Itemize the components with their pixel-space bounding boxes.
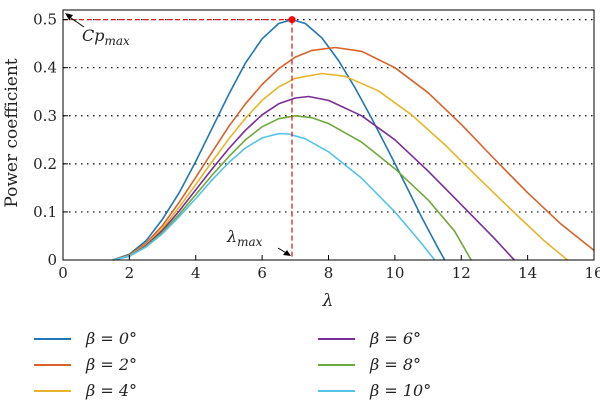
cpmax-arrow-head (65, 13, 73, 20)
legend-label: β = 8° (369, 355, 421, 374)
series-layer (112, 18, 595, 261)
cpmax-label-sub: max (104, 34, 130, 48)
legend-item: β = 0° (34, 329, 137, 348)
x-tick-label: 6 (257, 264, 267, 282)
lambdamax-label-sub: max (237, 235, 263, 249)
x-tick-label: 4 (191, 264, 201, 282)
x-tick-label: 8 (324, 264, 334, 282)
series-line-4 (112, 115, 472, 261)
series-line-2 (112, 72, 569, 261)
x-tick-label: 12 (452, 264, 471, 282)
x-tick-label: 2 (125, 264, 135, 282)
x-axis-label: λ (322, 291, 334, 311)
y-axis-label: Power coefficient (2, 58, 22, 207)
y-tick-label: 0 (47, 251, 57, 269)
y-tick-label: 0.2 (33, 155, 57, 173)
legend-item: β = 4° (34, 381, 137, 400)
legend-item: β = 6° (318, 329, 421, 348)
legend-label: β = 4° (85, 381, 137, 400)
cpmax-label-main: Cp (82, 26, 104, 45)
legend-label: β = 6° (369, 329, 421, 348)
legend-item: β = 2° (34, 355, 137, 374)
lambdamax-arrow-head (282, 250, 291, 256)
legend-item: β = 10° (318, 381, 431, 400)
y-tick-label: 0.4 (33, 59, 57, 77)
series-line-3 (112, 95, 515, 261)
legend-label: β = 0° (85, 329, 137, 348)
x-tick-label: 16 (584, 264, 600, 282)
lambdamax-label: λmax (226, 227, 263, 249)
legend-label: β = 2° (85, 355, 137, 374)
legend-label: β = 10° (369, 381, 431, 400)
tick-layer: 0 2 4 6 8 10 12 14 16 0 0.1 0.2 0.3 0.4 0.5 (33, 11, 600, 282)
legend: β = 0° β = 2° β = 4° β = 6° β = 8° β = 10° (34, 329, 431, 400)
series-line-5 (112, 132, 436, 261)
max-point-marker (288, 16, 296, 24)
lambdamax-label-main: λ (226, 227, 237, 246)
x-tick-label: 14 (518, 264, 537, 282)
series-line-1 (112, 46, 595, 261)
grid-layer (63, 19, 594, 213)
legend-item: β = 8° (318, 355, 421, 374)
y-tick-label: 0.3 (33, 107, 57, 125)
series-line-0 (112, 18, 446, 261)
x-tick-label: 0 (58, 264, 68, 282)
y-tick-label: 0.5 (33, 11, 57, 29)
x-tick-label: 10 (385, 264, 404, 282)
max-guide-layer (63, 16, 296, 260)
cpmax-label: Cpmax (82, 26, 130, 48)
y-tick-label: 0.1 (33, 203, 57, 221)
